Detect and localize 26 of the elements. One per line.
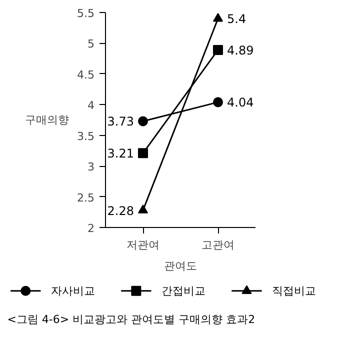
y-tick-label: 4: [88, 99, 94, 112]
data-label: 3.21: [107, 146, 134, 161]
y-axis-title: 구매의향: [25, 114, 70, 126]
data-label: 4.04: [227, 96, 254, 110]
x-axis-title: 관여도: [164, 260, 197, 272]
data-label: 3.73: [107, 114, 134, 129]
y-tick-label: 3.5: [77, 130, 95, 143]
data-label: 4.89: [227, 43, 254, 58]
text: <그림 4-6> 비교광고와 관여도별 구매의향 효과2: [7, 313, 256, 326]
point: [138, 116, 148, 126]
point: [213, 97, 223, 108]
x-tick-label: 고관여: [202, 238, 234, 252]
legend-label: 자사비교: [50, 284, 95, 298]
y-tick-label: 4.5: [77, 68, 95, 82]
y-tick-label: 2: [88, 222, 94, 235]
y-tick-label: 3: [88, 160, 94, 174]
y-tick-label: 5: [88, 38, 94, 51]
point: [213, 44, 223, 55]
y-tick-label: 5.5: [77, 7, 95, 20]
legend-label: 간접비교: [161, 284, 206, 298]
data-label: 2.28: [107, 204, 134, 218]
y-tick-label: 2.5: [77, 191, 95, 204]
legend-label: 직접비교: [272, 284, 316, 298]
data-label: 5.4: [227, 12, 246, 26]
point: [138, 148, 148, 158]
x-tick-label: 저관여: [126, 238, 160, 252]
